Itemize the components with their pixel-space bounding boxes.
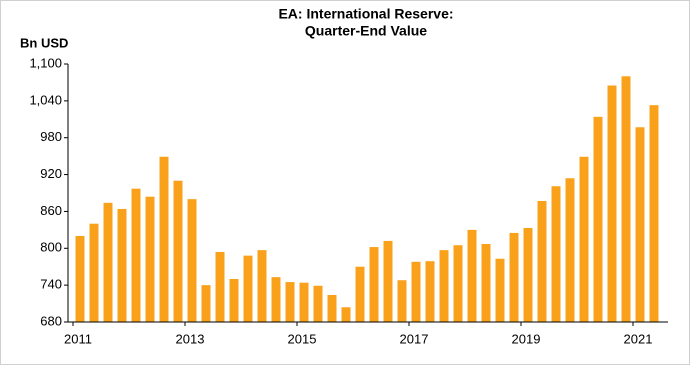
bar bbox=[187, 199, 197, 322]
bar bbox=[551, 186, 561, 322]
bar bbox=[89, 223, 99, 322]
bar bbox=[649, 105, 659, 323]
bar bbox=[565, 178, 575, 322]
x-tick-label: 2011 bbox=[64, 331, 92, 346]
y-axis-label: Bn USD bbox=[20, 35, 68, 50]
y-tick-label: 860 bbox=[40, 203, 62, 218]
bar bbox=[201, 285, 211, 322]
bar bbox=[229, 279, 239, 322]
bar bbox=[243, 255, 253, 322]
bar bbox=[271, 277, 281, 322]
bar bbox=[285, 282, 295, 322]
bar bbox=[131, 188, 141, 322]
bar bbox=[215, 251, 225, 322]
bar bbox=[299, 282, 309, 322]
bar bbox=[425, 261, 435, 322]
y-tick-label: 1,040 bbox=[29, 92, 62, 107]
bar bbox=[369, 247, 379, 322]
bar bbox=[341, 307, 351, 322]
chart-title: Quarter-End Value bbox=[305, 23, 427, 39]
bar bbox=[537, 200, 547, 322]
y-tick-label: 800 bbox=[40, 240, 62, 255]
bar bbox=[257, 250, 267, 322]
x-tick-label: 2015 bbox=[288, 331, 317, 346]
bar bbox=[481, 243, 491, 322]
x-tick-label: 2013 bbox=[176, 331, 205, 346]
bar bbox=[453, 245, 463, 322]
bar bbox=[411, 261, 421, 322]
bar bbox=[495, 258, 505, 322]
chart-title: EA: International Reserve: bbox=[278, 6, 453, 22]
y-tick-label: 740 bbox=[40, 277, 62, 292]
bar bbox=[75, 236, 85, 322]
bar bbox=[439, 250, 449, 322]
x-tick-label: 2017 bbox=[400, 331, 429, 346]
y-tick-label: 680 bbox=[40, 313, 62, 328]
bar bbox=[509, 232, 519, 322]
bar bbox=[467, 229, 477, 322]
bar bbox=[523, 228, 533, 322]
bar bbox=[593, 116, 603, 322]
bar bbox=[579, 156, 589, 322]
bar bbox=[327, 294, 337, 322]
y-tick-label: 980 bbox=[40, 129, 62, 144]
bar bbox=[173, 180, 183, 322]
bar bbox=[159, 156, 169, 322]
bar bbox=[355, 266, 365, 322]
y-tick-label: 1,100 bbox=[29, 55, 62, 70]
bar bbox=[313, 285, 323, 322]
x-tick-label: 2021 bbox=[624, 331, 653, 346]
bar bbox=[117, 208, 127, 322]
bar bbox=[103, 202, 113, 322]
bar bbox=[397, 280, 407, 322]
y-tick-label: 920 bbox=[40, 166, 62, 181]
bar bbox=[145, 196, 155, 322]
x-tick-label: 2019 bbox=[512, 331, 541, 346]
bar bbox=[635, 127, 645, 323]
bar bbox=[607, 85, 617, 322]
bar bbox=[621, 76, 631, 323]
bar bbox=[383, 240, 393, 322]
